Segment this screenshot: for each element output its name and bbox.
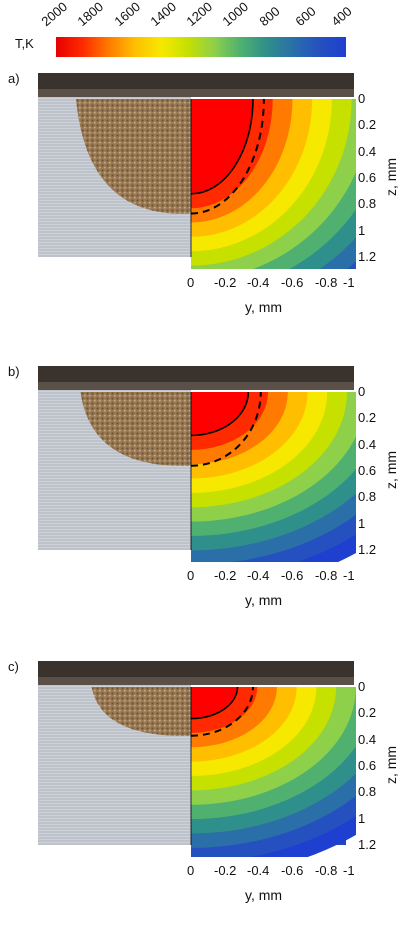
z-tick-label: 0.4 bbox=[358, 143, 377, 159]
colorbar-tick-label: 400 bbox=[328, 3, 355, 29]
z-tick-label: 1 bbox=[358, 515, 366, 531]
colorbar-gradient bbox=[56, 37, 346, 57]
y-axis-title: y, mm bbox=[245, 592, 283, 608]
colorbar-unit-label: T,K bbox=[15, 36, 34, 51]
y-tick-label: -0.2 bbox=[214, 568, 237, 583]
y-tick-label: -0.2 bbox=[214, 275, 237, 290]
panel-2: b) 0 0.2 0.4 0.6 0.8 1 1.2 z, mm 0 -0.2 -0.4 -0.6 -0.… bbox=[0, 358, 408, 648]
colorbar-tick-label: 1400 bbox=[147, 0, 179, 29]
y-tick-label: -0.6 bbox=[281, 568, 304, 583]
y-tick-label: -1 bbox=[343, 863, 355, 878]
y-tick-label: -1 bbox=[343, 568, 355, 583]
panel-letter: a) bbox=[8, 71, 20, 86]
y-tick-label: -0.8 bbox=[315, 275, 338, 290]
z-tick-label: 1 bbox=[358, 810, 366, 826]
z-tick-label: 0 bbox=[358, 91, 366, 106]
micrograph-and-temperature-field bbox=[38, 661, 356, 857]
y-tick-label: 0 bbox=[187, 863, 195, 878]
y-tick-label: -0.4 bbox=[247, 568, 270, 583]
y-tick-label: -0.8 bbox=[315, 568, 338, 583]
z-tick-label: 0.4 bbox=[358, 731, 377, 747]
z-tick-label: 1.2 bbox=[358, 542, 377, 557]
z-tick-label: 0.8 bbox=[358, 196, 377, 212]
z-axis-title: z, mm bbox=[383, 450, 400, 490]
z-tick-label: 0.4 bbox=[358, 436, 377, 452]
y-axis-title: y, mm bbox=[245, 887, 283, 903]
z-tick-label: 0.8 bbox=[358, 784, 377, 800]
z-tick-label: 0 bbox=[358, 384, 366, 399]
y-tick-label: -0.4 bbox=[247, 275, 270, 290]
micrograph-and-temperature-field bbox=[38, 73, 356, 269]
panel-1: a) 0 0.2 0.4 0.6 0.8 1 1.2 z, mm 0 -0.2 -0.4 -0.6 -0.… bbox=[0, 65, 408, 355]
colorbar-tick-label: 1000 bbox=[219, 0, 252, 29]
z-tick-label: 0.2 bbox=[358, 410, 377, 426]
y-tick-label: -0.8 bbox=[315, 863, 338, 878]
z-tick-label: 0.2 bbox=[358, 705, 377, 721]
z-tick-label: 1 bbox=[358, 222, 366, 238]
y-tick-label: -0.6 bbox=[281, 863, 304, 878]
z-tick-label: 1.2 bbox=[358, 837, 377, 852]
y-tick-label: 0 bbox=[187, 568, 195, 583]
z-tick-label: 0.2 bbox=[358, 117, 377, 133]
z-axis-title: z, mm bbox=[383, 157, 400, 197]
colorbar-tick-label: 1200 bbox=[183, 0, 216, 29]
z-tick-label: 1.2 bbox=[358, 249, 377, 264]
z-tick-label: 0.8 bbox=[358, 489, 377, 505]
panel-letter: b) bbox=[8, 364, 20, 379]
y-tick-label: -0.6 bbox=[281, 275, 304, 290]
y-axis-title: y, mm bbox=[245, 299, 283, 315]
z-tick-label: 0.6 bbox=[358, 170, 377, 185]
colorbar-tick-label: 2000 bbox=[38, 0, 71, 29]
y-tick-label: -0.4 bbox=[247, 863, 270, 878]
micrograph-and-temperature-field bbox=[38, 366, 356, 562]
y-tick-label: -1 bbox=[343, 275, 355, 290]
colorbar-tick-label: 800 bbox=[255, 3, 283, 29]
panel-3: c) 0 0.2 0.4 0.6 0.8 1 1.2 z, mm 0 -0.2 -0.4 -0.6 -0.… bbox=[0, 653, 408, 943]
colorbar-tick-label: 600 bbox=[292, 3, 319, 29]
z-tick-label: 0.6 bbox=[358, 758, 377, 773]
colorbar-tick-label: 1800 bbox=[74, 0, 107, 29]
z-tick-label: 0 bbox=[358, 679, 366, 694]
y-tick-label: 0 bbox=[187, 275, 195, 290]
y-tick-label: -0.2 bbox=[214, 863, 237, 878]
colorbar-tick-label: 1600 bbox=[110, 0, 143, 29]
z-tick-label: 0.6 bbox=[358, 463, 377, 478]
z-axis-title: z, mm bbox=[383, 745, 400, 785]
panel-letter: c) bbox=[8, 659, 19, 674]
colorbar: T,K 2000 1800 1600 1400 1200 1000 800 600 400 bbox=[0, 0, 408, 64]
